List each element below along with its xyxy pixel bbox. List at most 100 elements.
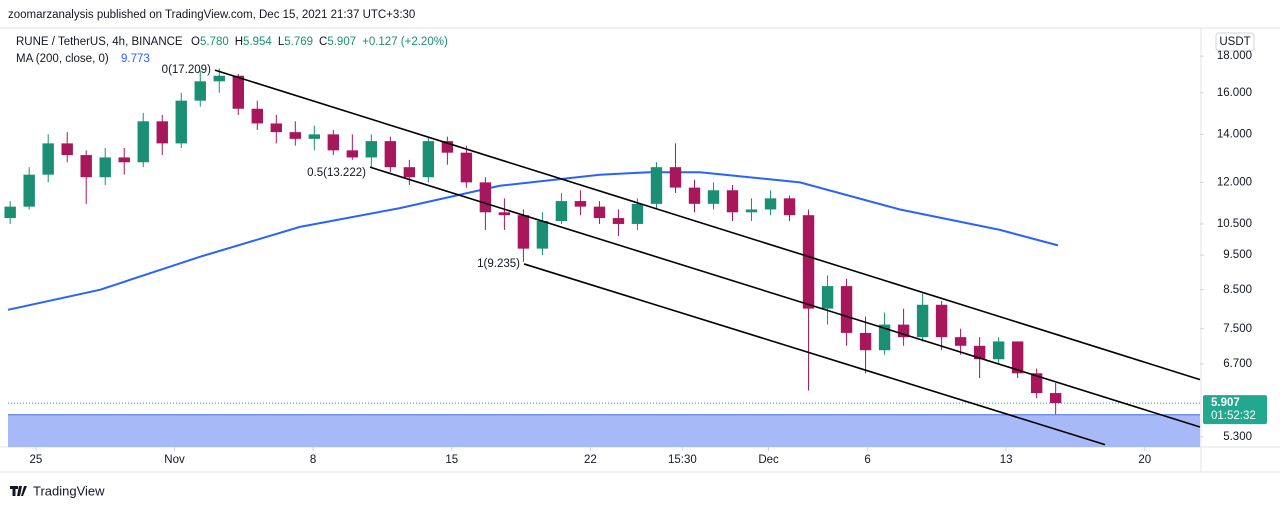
candle-body	[1030, 373, 1043, 394]
candle-body	[992, 341, 1005, 360]
x-tick-label: 6	[864, 454, 870, 466]
candle-body	[897, 324, 910, 338]
candle-body	[1011, 341, 1024, 374]
candle-body	[194, 81, 206, 101]
candle-body	[840, 286, 853, 333]
candle-body	[669, 167, 682, 188]
channel-label: 0(17.209)	[162, 64, 211, 76]
ohlc-value: 5.769	[284, 36, 313, 48]
candle-body	[935, 304, 948, 338]
tv-logo	[10, 486, 27, 496]
candle-body	[1049, 393, 1062, 404]
y-tick-label: 12.000	[1217, 176, 1252, 188]
candle-body	[460, 152, 473, 183]
x-tick-label: Nov	[164, 454, 185, 466]
channel-line	[523, 263, 1106, 446]
footer-brand: TradingView	[33, 483, 105, 498]
ohlc-name: O	[191, 36, 200, 48]
candle-body	[612, 218, 625, 224]
channel-line	[369, 166, 1201, 428]
ohlc-change: +0.127 (+2.20%)	[362, 36, 448, 48]
candle-body	[327, 134, 340, 151]
x-tick-label: Dec	[758, 454, 779, 466]
x-tick-label: 25	[30, 454, 43, 466]
candle-body	[479, 182, 492, 213]
channel-label: 0.5(13.222)	[307, 167, 366, 179]
candle-body	[80, 155, 92, 178]
indicator-value: 9.773	[121, 53, 150, 65]
candle-body	[4, 206, 16, 219]
candle-body	[175, 100, 187, 144]
candle-body	[783, 198, 796, 216]
candle-body	[878, 324, 891, 351]
candle-body	[289, 132, 302, 139]
ma-line	[7, 171, 1059, 311]
candle-body	[61, 143, 73, 156]
publisher: zoomarzanalysis published on TradingView…	[8, 9, 415, 21]
x-tick-label: 20	[1138, 454, 1151, 466]
candle-body	[42, 143, 54, 175]
y-tick-label: 6.700	[1223, 358, 1252, 370]
candle-body	[631, 203, 644, 224]
currency-button[interactable]	[1215, 32, 1255, 52]
last-price-box	[1203, 395, 1267, 425]
candle-body	[365, 141, 378, 158]
y-tick-label: 16.000	[1217, 87, 1252, 99]
candle-body	[821, 286, 834, 309]
indicator: MA (200, close, 0)	[16, 53, 109, 65]
y-tick-label: 10.500	[1217, 218, 1252, 230]
candle-body	[688, 187, 701, 204]
candle-body	[137, 121, 149, 163]
y-tick-label: 5.300	[1223, 431, 1252, 443]
zone	[8, 414, 1200, 447]
candle-body	[23, 174, 35, 207]
candle-body	[251, 108, 263, 124]
candle-body	[99, 157, 111, 178]
candle-body	[745, 209, 758, 213]
candle-body	[726, 190, 739, 213]
candle-body	[536, 220, 549, 249]
y-tick-label: 8.500	[1223, 284, 1252, 296]
candle-body	[954, 337, 967, 346]
y-tick-label: 9.500	[1223, 249, 1252, 261]
candle-body	[403, 167, 416, 178]
ohlc-name: H	[235, 36, 243, 48]
x-tick-label: 22	[584, 454, 597, 466]
candle-body	[764, 198, 777, 210]
candle-body	[270, 123, 283, 133]
x-tick-label: 8	[310, 454, 316, 466]
y-tick-label: 14.000	[1217, 128, 1252, 140]
candle-body	[802, 215, 815, 309]
candle-body	[118, 157, 130, 163]
candle-body	[498, 212, 511, 216]
channel-line	[214, 69, 1201, 381]
candle-body	[422, 141, 435, 178]
x-tick-label: 15	[445, 454, 458, 466]
candle-body	[441, 141, 454, 153]
y-tick-label: 7.500	[1223, 323, 1252, 335]
x-tick-label: 13	[1000, 454, 1013, 466]
candle-body	[650, 167, 663, 204]
candle-body	[973, 345, 986, 360]
candle-body	[346, 150, 359, 158]
candle-body	[593, 206, 606, 219]
channel-label: 1(9.235)	[477, 258, 520, 270]
ohlc-legend: O5.780 H5.954 L5.769 C5.907 +0.127 (+2.20%)	[191, 36, 448, 48]
ohlc-value: 5.907	[327, 36, 356, 48]
ohlc-name: C	[319, 36, 327, 48]
candle-body	[517, 215, 530, 249]
currency[interactable]: USDT	[1219, 36, 1250, 48]
candle-body	[232, 75, 244, 109]
candle-body	[707, 190, 720, 204]
last-price-label: 5.907	[1211, 397, 1240, 409]
candle-body	[916, 304, 929, 338]
ohlc-value: 5.780	[200, 36, 229, 48]
candle-body	[859, 332, 872, 351]
x-tick-label: 15:30	[668, 454, 697, 466]
candle-body	[574, 201, 587, 207]
ohlc-value: 5.954	[243, 36, 272, 48]
symbol: RUNE / TetherUS, 4h, BINANCE	[16, 36, 183, 48]
candle-body	[308, 134, 321, 139]
candle-body	[555, 201, 568, 221]
